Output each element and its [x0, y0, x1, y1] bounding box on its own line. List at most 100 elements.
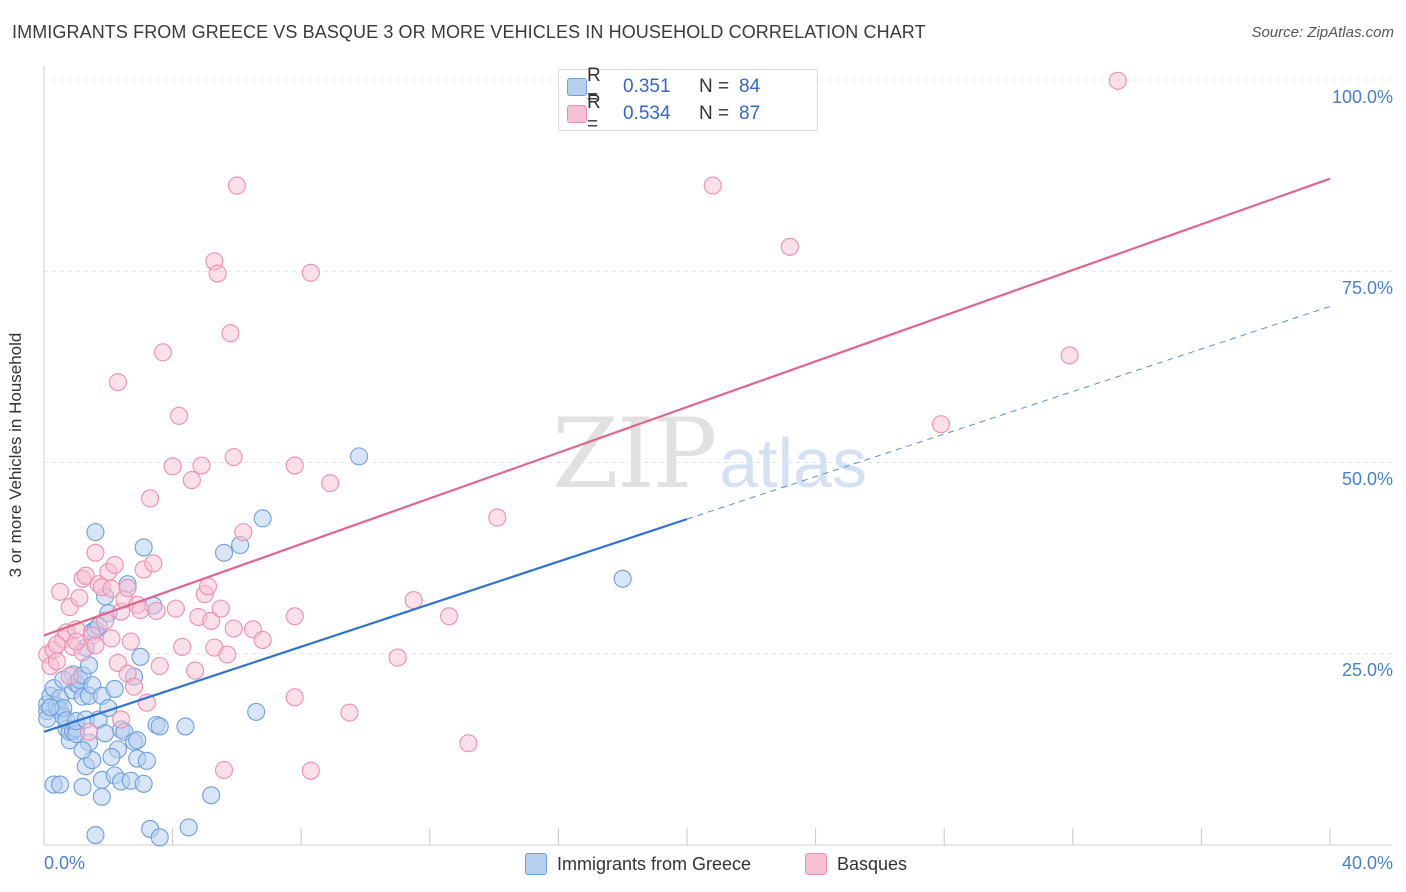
point-greece: [134, 774, 153, 793]
point-basques: [86, 636, 105, 655]
point-basques: [166, 599, 185, 618]
point-greece: [131, 647, 150, 666]
point-basques: [488, 508, 507, 527]
chart-source: Source: ZipAtlas.com: [1251, 24, 1394, 41]
point-greece: [613, 569, 632, 588]
legend-row-basques: R = 0.534 N = 87: [567, 92, 761, 135]
bottom-legend-swatch-greece: [525, 853, 547, 875]
point-basques: [102, 629, 121, 648]
point-basques: [144, 554, 163, 573]
point-basques: [141, 489, 160, 508]
point-greece: [86, 523, 105, 542]
point-greece: [350, 447, 369, 466]
bottom-legend-basques[interactable]: Basques: [805, 852, 907, 876]
point-basques: [47, 652, 66, 671]
point-basques: [108, 373, 127, 392]
point-basques: [224, 448, 243, 467]
point-greece: [134, 538, 153, 557]
legend-r-value: 0.534: [623, 103, 671, 124]
point-basques: [703, 176, 722, 195]
point-basques: [340, 703, 359, 722]
point-greece: [150, 717, 169, 736]
point-basques: [224, 619, 243, 638]
point-basques: [301, 761, 320, 780]
legend-row-greece: R = 0.351 N = 84: [567, 65, 761, 108]
point-basques: [440, 607, 459, 626]
watermark-zip: ZIP: [552, 398, 717, 510]
legend-n-value: 87: [739, 103, 761, 124]
point-basques: [931, 415, 951, 434]
legend-n-label: N =: [699, 76, 730, 97]
point-basques: [211, 599, 230, 618]
grid: [44, 79, 1395, 655]
series-basques-points: [38, 71, 1127, 780]
point-basques: [285, 688, 304, 707]
point-basques: [285, 607, 304, 626]
point-basques: [67, 632, 86, 651]
trend-line-greece: [43, 518, 688, 733]
point-greece: [202, 786, 221, 805]
point-greece: [128, 731, 147, 750]
bottom-legend-label-greece: Immigrants from Greece: [557, 853, 752, 874]
point-basques: [150, 656, 169, 676]
point-basques: [96, 611, 115, 630]
tick-labels: 100.0% 75.0% 50.0% 25.0% 0.0% 40.0%: [44, 87, 1393, 873]
point-greece: [247, 702, 266, 721]
point-basques: [192, 456, 211, 475]
point-basques: [208, 264, 227, 283]
legend-r-value: 0.351: [623, 76, 671, 97]
point-basques: [1060, 346, 1079, 365]
x-tick-label: 0.0%: [44, 853, 85, 873]
point-basques: [780, 237, 799, 256]
point-greece: [73, 777, 92, 796]
point-basques: [121, 632, 140, 651]
legend-swatch-greece: [567, 78, 587, 96]
point-basques: [169, 406, 189, 425]
point-basques: [459, 734, 478, 753]
point-basques: [388, 648, 407, 667]
point-basques: [60, 666, 79, 685]
point-basques: [173, 637, 192, 656]
legend-r-label: R =: [587, 92, 601, 135]
point-basques: [124, 677, 144, 696]
point-basques: [198, 577, 218, 596]
point-basques: [186, 661, 205, 680]
y-tick-label: 75.0%: [1342, 278, 1393, 298]
point-greece: [102, 747, 121, 767]
bottom-legend-greece[interactable]: Immigrants from Greece: [525, 852, 751, 876]
point-greece: [86, 826, 105, 845]
point-basques: [234, 523, 253, 542]
point-basques: [301, 263, 320, 282]
legend-swatch-basques: [567, 105, 587, 123]
point-basques: [105, 555, 124, 575]
point-greece: [137, 751, 156, 770]
point-greece: [51, 775, 70, 794]
point-greece: [73, 741, 92, 760]
point-basques: [153, 343, 173, 362]
trend-lines: [43, 177, 1331, 733]
point-basques: [321, 474, 340, 493]
x-tick-label: 40.0%: [1342, 853, 1393, 873]
point-greece: [105, 679, 124, 698]
point-basques: [118, 578, 137, 598]
point-greece: [96, 724, 115, 743]
point-basques: [112, 710, 131, 729]
point-basques: [182, 471, 201, 490]
point-basques: [285, 456, 304, 475]
point-greece: [92, 787, 111, 806]
point-basques: [227, 176, 246, 195]
point-basques: [79, 722, 99, 741]
watermark: ZIPatlas: [552, 398, 867, 510]
legend-r-label: R =: [587, 65, 601, 108]
trend-line-greece-projection: [686, 305, 1331, 520]
point-basques: [214, 760, 234, 780]
legend-n-value: 84: [739, 76, 761, 97]
point-basques: [70, 588, 89, 607]
point-greece: [41, 698, 60, 717]
bottom-legend-swatch-basques: [805, 853, 827, 875]
y-tick-label: 25.0%: [1342, 660, 1393, 680]
point-basques: [76, 566, 95, 585]
stats-legend: R = 0.351 N = 84 R = 0.534 N = 87: [558, 65, 818, 135]
point-greece: [214, 543, 234, 562]
